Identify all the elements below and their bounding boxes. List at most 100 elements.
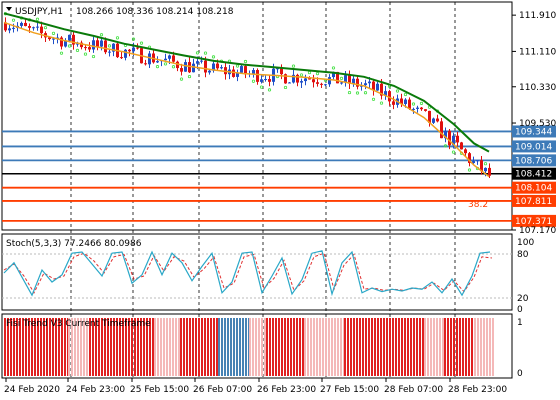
candle-body xyxy=(52,38,55,40)
candle-body xyxy=(420,107,423,110)
candle-body xyxy=(276,68,279,70)
trend-bar xyxy=(492,318,494,376)
candle-body xyxy=(108,51,111,53)
price-tick-label: 109.530 xyxy=(519,119,556,129)
candle-body xyxy=(452,135,455,146)
trend-bar xyxy=(413,318,415,376)
psar-dot xyxy=(75,48,80,53)
trend-bar xyxy=(101,318,103,376)
trend-bar xyxy=(233,318,235,376)
candle-body xyxy=(100,40,103,47)
trend-bar xyxy=(37,318,39,376)
trend-bar xyxy=(471,318,473,376)
candle-body xyxy=(404,99,407,104)
candle-body xyxy=(380,83,383,96)
trend-bar xyxy=(236,318,238,376)
psar-dot xyxy=(163,62,168,66)
psar-dot xyxy=(395,89,400,93)
trend-bar xyxy=(255,318,257,376)
candle-body xyxy=(448,130,451,146)
psar-dot xyxy=(299,73,304,77)
trend-bar xyxy=(468,318,470,376)
candle-body xyxy=(388,91,391,102)
time-tick-label: 28 Feb 23:00 xyxy=(448,385,507,395)
main-chart-panel xyxy=(1,1,513,231)
trend-bar xyxy=(302,318,304,376)
trend-bar xyxy=(204,318,206,376)
trend-bar xyxy=(436,318,438,376)
time-tick-label: 26 Feb 07:00 xyxy=(193,385,252,395)
candle-body xyxy=(132,47,135,52)
trend-bar xyxy=(13,318,15,376)
candle-body xyxy=(48,37,51,40)
trend-bar xyxy=(395,318,397,376)
time-tick-label: 24 Feb 2020 xyxy=(4,385,60,395)
trend-bar xyxy=(143,318,145,376)
trend-bar xyxy=(77,318,79,376)
trend-bar xyxy=(80,318,82,376)
trend-bar xyxy=(157,318,159,376)
trend-bar xyxy=(365,318,367,376)
trend-bar xyxy=(4,318,6,376)
candle-body xyxy=(428,110,431,123)
psar-dot xyxy=(35,17,40,21)
trend-bar xyxy=(340,318,342,376)
trend-bar xyxy=(192,318,194,376)
trend-bar xyxy=(287,318,289,376)
candle-body xyxy=(456,135,459,143)
trend-bar xyxy=(427,318,429,376)
candle-body xyxy=(340,82,343,84)
psar-dot xyxy=(283,85,288,90)
time-tick-label: 24 Feb 23:00 xyxy=(66,385,125,395)
trend-bar xyxy=(125,318,127,376)
trend-bar xyxy=(7,318,9,376)
trend-bar xyxy=(389,318,391,376)
trend-bar xyxy=(183,318,185,376)
candle-body xyxy=(128,49,131,52)
candle-body xyxy=(184,62,187,72)
level-109-014-tag xyxy=(512,140,556,153)
trend-bar xyxy=(264,318,266,376)
price-tick-label: 111.110 xyxy=(519,47,556,57)
level-109-344-tag xyxy=(512,125,556,138)
psar-dot xyxy=(203,51,208,55)
trend-bar xyxy=(419,318,421,376)
trend-bar xyxy=(489,318,491,376)
candle-body xyxy=(84,47,87,49)
trend-bar xyxy=(116,318,118,376)
candle-body xyxy=(296,74,299,83)
vertical-gridlines xyxy=(70,2,456,378)
candle-body xyxy=(464,149,467,154)
trend-bar xyxy=(230,318,232,376)
candle-body xyxy=(36,26,39,28)
psar-dot xyxy=(443,144,448,148)
candle-body xyxy=(348,75,351,84)
trend-bar xyxy=(149,318,151,376)
candle-body xyxy=(336,71,339,84)
psar-dot xyxy=(371,97,376,101)
trend-bar xyxy=(350,318,352,376)
candle-body xyxy=(460,142,463,150)
candle-body xyxy=(376,83,379,91)
candle-body xyxy=(288,82,291,84)
dropdown-triangle-icon[interactable] xyxy=(6,7,12,11)
fib-label: 38.2 xyxy=(468,200,488,210)
psar-dot xyxy=(467,168,472,172)
trend-bar xyxy=(189,318,191,376)
candle-body xyxy=(328,77,331,85)
psar-dot xyxy=(379,101,384,105)
candle-body xyxy=(124,49,127,58)
psar-dot xyxy=(315,71,320,76)
level-108-104-tag xyxy=(512,181,556,194)
candle-body xyxy=(96,40,99,47)
candle-body xyxy=(92,40,95,50)
trend-bar xyxy=(169,318,171,376)
trend-bar xyxy=(64,318,66,376)
trend-bar xyxy=(368,318,370,376)
trend-bar xyxy=(131,318,133,376)
candle-body xyxy=(200,60,203,62)
price-tick-label: 111.910 xyxy=(519,11,556,21)
parabolic-sar xyxy=(3,12,488,172)
trend-bar xyxy=(258,318,260,376)
